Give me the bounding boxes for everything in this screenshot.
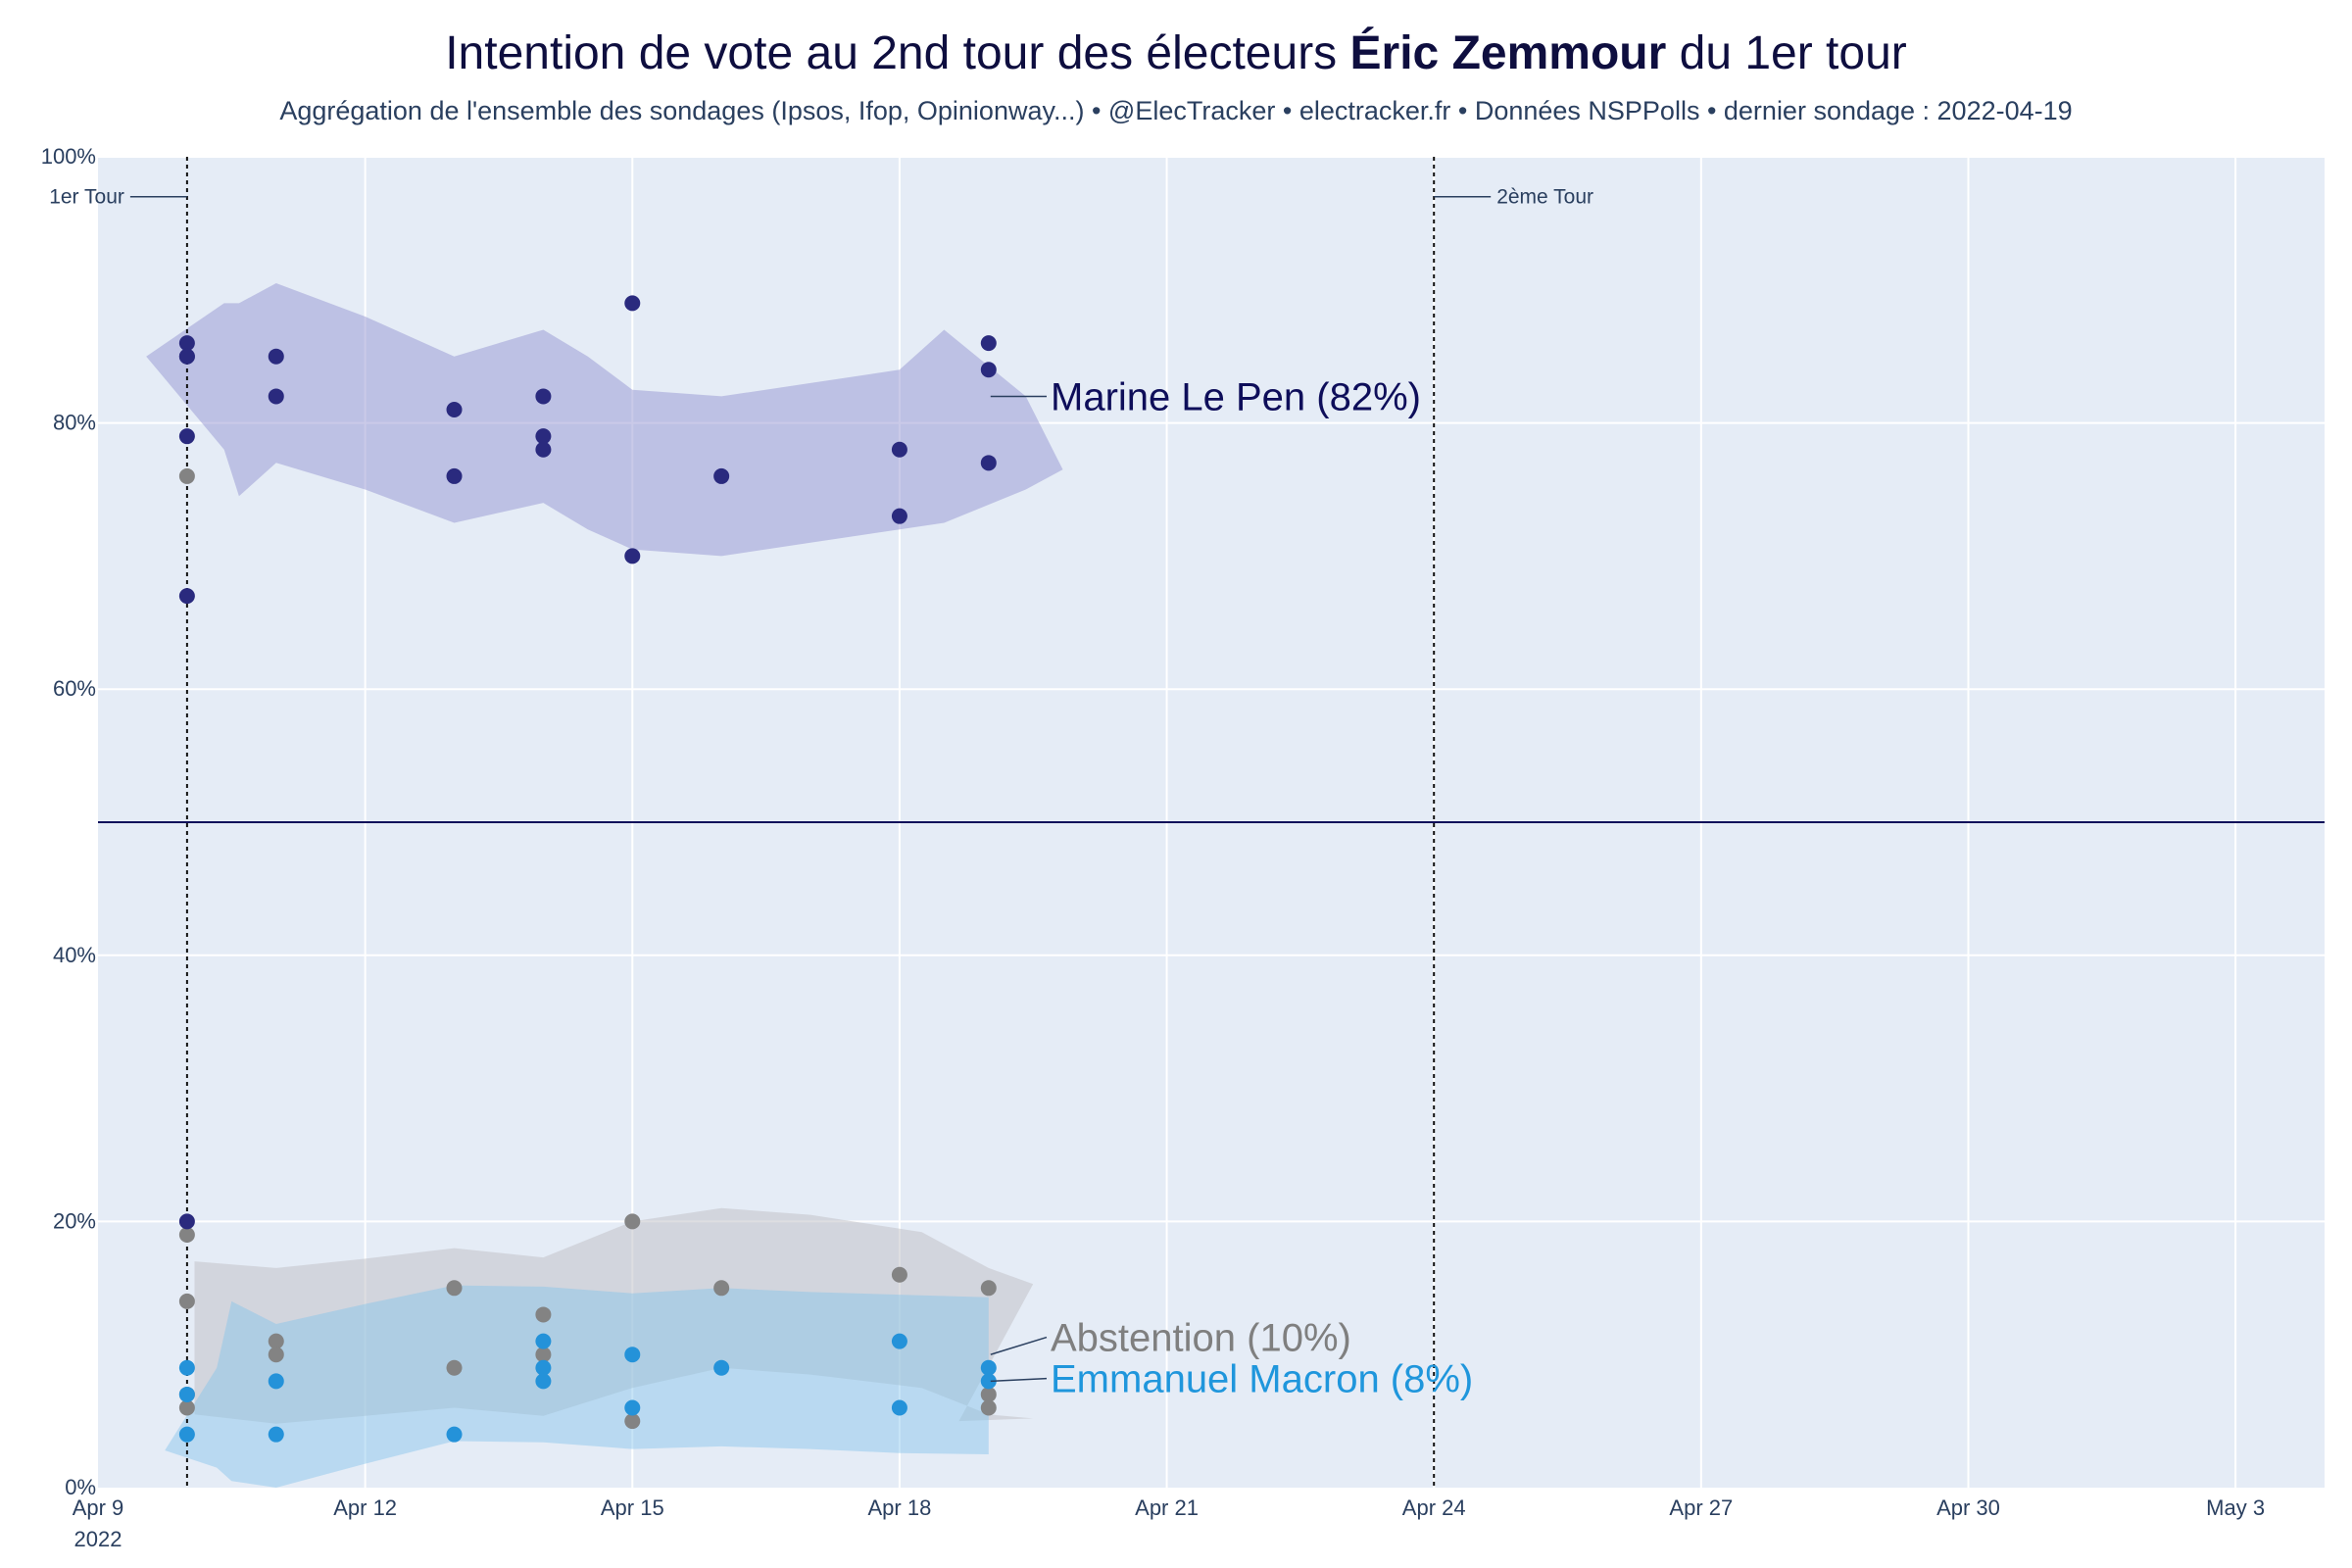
x-tick-label: Apr 24 xyxy=(1402,1495,1466,1520)
y-tick-label: 0% xyxy=(65,1475,96,1499)
data-point xyxy=(713,1280,730,1297)
data-point xyxy=(178,428,195,445)
confidence-band-abstention xyxy=(194,1207,1034,1424)
y-tick-label: 20% xyxy=(53,1208,96,1233)
data-point xyxy=(178,1426,195,1443)
data-point xyxy=(178,1226,195,1243)
data-point xyxy=(624,1399,641,1416)
data-point xyxy=(535,428,552,445)
data-point xyxy=(535,1306,552,1323)
data-point xyxy=(891,1399,907,1416)
data-point xyxy=(891,1333,907,1349)
data-point xyxy=(980,1373,997,1390)
x-tick-label: Apr 12 xyxy=(333,1495,397,1520)
chart-subtitle: Aggrégation de l'ensemble des sondages (… xyxy=(279,96,2072,125)
confidence-band-emmanuel-macron xyxy=(165,1285,989,1488)
data-point xyxy=(178,1213,195,1230)
x-tick-label: Apr 21 xyxy=(1135,1495,1199,1520)
x-tick-year: 2022 xyxy=(74,1527,122,1551)
data-point xyxy=(178,1386,195,1402)
x-tick-label: Apr 15 xyxy=(601,1495,664,1520)
data-point xyxy=(268,1347,284,1363)
data-point xyxy=(624,295,641,312)
data-point xyxy=(535,1347,552,1363)
data-point xyxy=(178,1293,195,1309)
data-point xyxy=(178,588,195,605)
data-point xyxy=(535,388,552,405)
data-point xyxy=(178,335,195,352)
chart-title-prefix: Intention de vote au 2nd tour des électe… xyxy=(445,27,1349,79)
data-point xyxy=(624,548,641,564)
data-point xyxy=(980,455,997,471)
chart-title-candidate: Éric Zemmour xyxy=(1350,26,1667,79)
y-tick-label: 60% xyxy=(53,676,96,701)
data-point xyxy=(446,402,463,418)
data-point xyxy=(980,1399,997,1416)
data-point xyxy=(980,1386,997,1402)
data-point xyxy=(178,348,195,365)
plot-area: 1er Tour 2ème Tour Marine Le Pen (82%) Abst… xyxy=(41,144,2325,1551)
data-point xyxy=(891,508,907,524)
data-point xyxy=(624,1413,641,1430)
data-point xyxy=(268,1333,284,1349)
data-point xyxy=(446,1426,463,1443)
x-tick-label: Apr 9 xyxy=(73,1495,124,1520)
data-point xyxy=(535,441,552,458)
data-point xyxy=(268,348,284,365)
x-tick-label: Apr 27 xyxy=(1669,1495,1733,1520)
series-label-leader xyxy=(990,1336,1048,1355)
confidence-band-marine-le-pen xyxy=(146,283,1063,557)
data-point xyxy=(268,388,284,405)
data-point xyxy=(535,1333,552,1349)
y-tick-label: 100% xyxy=(41,144,96,169)
data-point xyxy=(535,1373,552,1390)
data-point xyxy=(446,1359,463,1376)
data-point xyxy=(891,1266,907,1283)
data-point xyxy=(446,1280,463,1297)
series-label: Abstention (10%) xyxy=(1051,1317,1351,1360)
y-tick-label: 80% xyxy=(53,411,96,435)
data-point xyxy=(535,1359,552,1376)
round-marker-label: 1er Tour xyxy=(49,186,124,209)
series-label-leader xyxy=(990,1377,1048,1383)
data-point xyxy=(624,1213,641,1230)
data-point xyxy=(713,467,730,484)
chart-title: Intention de vote au 2nd tour des électe… xyxy=(445,26,1907,79)
y-tick-label: 40% xyxy=(53,943,96,967)
data-point xyxy=(713,1359,730,1376)
series-label: Marine Le Pen (82%) xyxy=(1051,375,1421,418)
data-point xyxy=(980,1359,997,1376)
data-point xyxy=(891,441,907,458)
data-point xyxy=(268,1426,284,1443)
series-label: Emmanuel Macron (8%) xyxy=(1051,1358,1473,1401)
data-point xyxy=(980,335,997,352)
x-tick-label: Apr 30 xyxy=(1936,1495,2000,1520)
data-point xyxy=(268,1373,284,1390)
chart-title-suffix: du 1er tour xyxy=(1666,27,1907,79)
data-point xyxy=(178,1399,195,1416)
data-point xyxy=(178,1359,195,1376)
x-tick-label: May 3 xyxy=(2206,1495,2265,1520)
data-point xyxy=(178,467,195,484)
data-point xyxy=(980,1280,997,1297)
data-point xyxy=(624,1347,641,1363)
data-point xyxy=(980,362,997,378)
data-point xyxy=(446,467,463,484)
x-tick-label: Apr 18 xyxy=(868,1495,932,1520)
round-marker-label: 2ème Tour xyxy=(1496,186,1593,209)
